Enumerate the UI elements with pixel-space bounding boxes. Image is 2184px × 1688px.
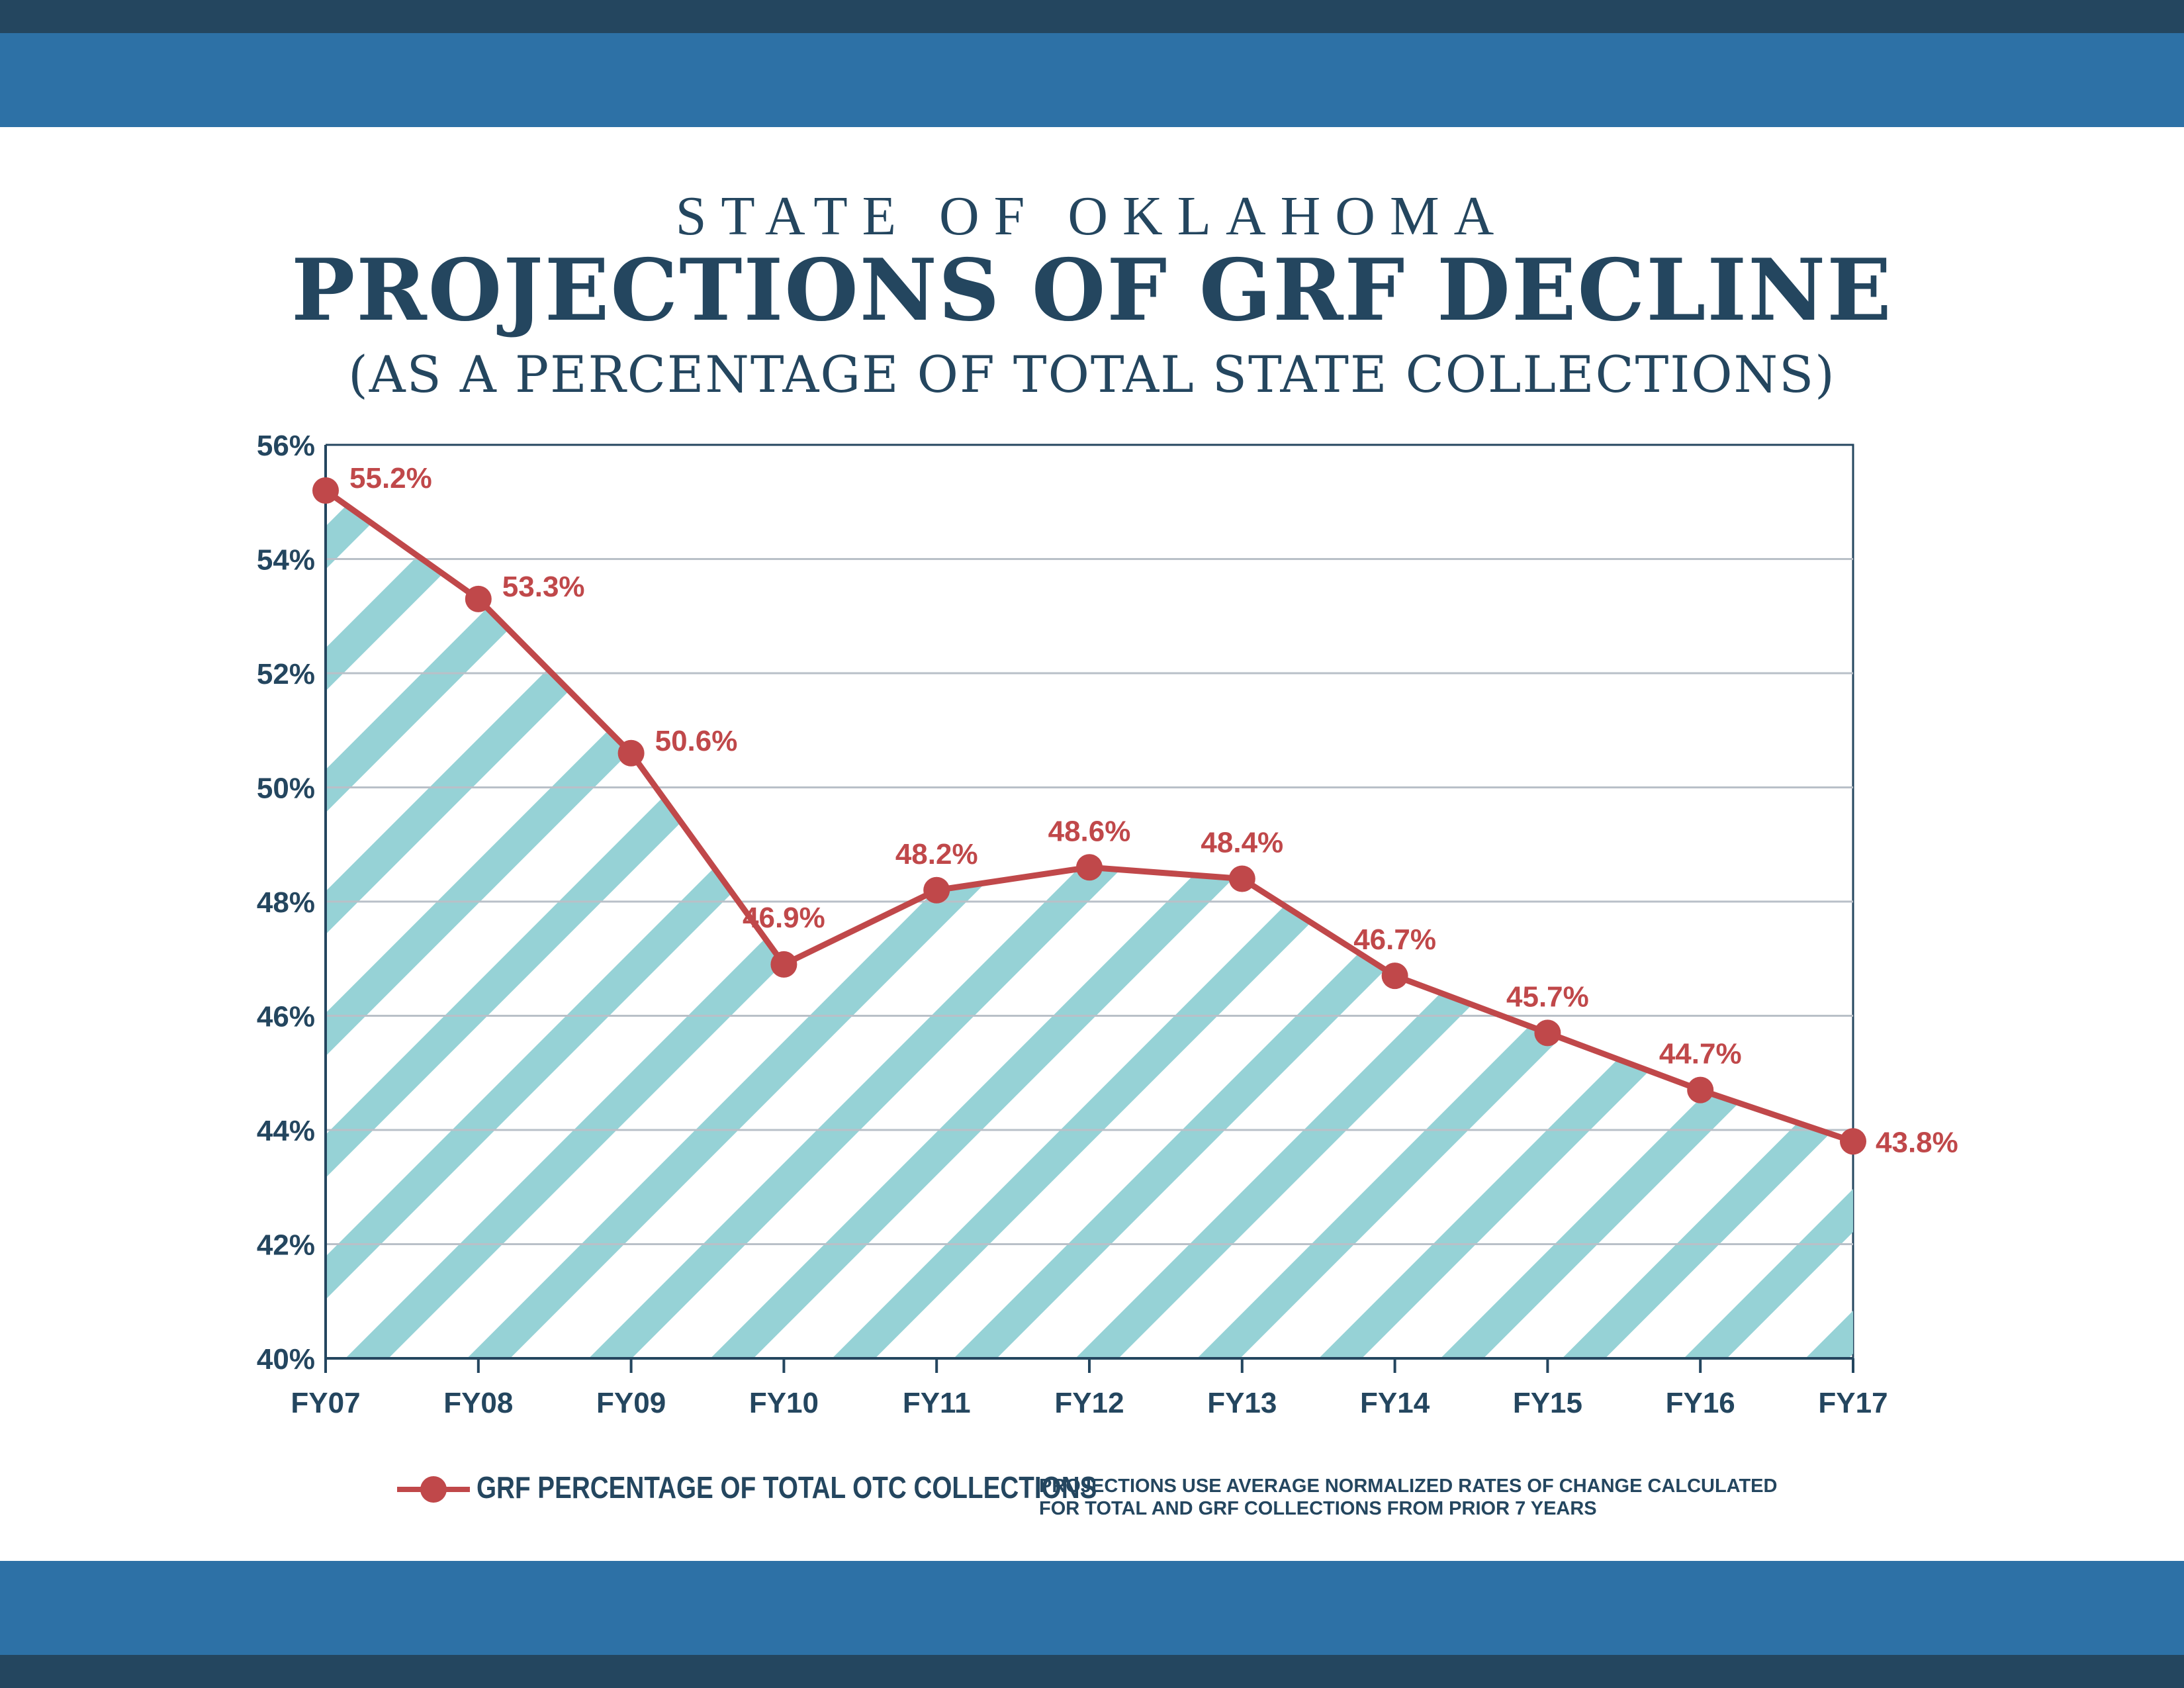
x-tick-label: FY13 (1207, 1387, 1277, 1419)
data-label: 53.3% (502, 571, 585, 603)
area-layer (326, 491, 1853, 1358)
data-label: 48.2% (895, 838, 978, 870)
data-point (1840, 1128, 1866, 1155)
legend-label: GRF PERCENTAGE OF TOTAL OTC COLLECTIONS (477, 1470, 1097, 1505)
x-tick-label: FY11 (903, 1387, 971, 1419)
data-label: 43.8% (1876, 1126, 1958, 1158)
legend-dot (420, 1476, 447, 1503)
bottom-dark-band (0, 1655, 2184, 1688)
y-tick-label: 48% (257, 886, 315, 919)
data-point (1534, 1019, 1561, 1047)
y-tick-label: 54% (257, 544, 315, 577)
y-tick-label: 46% (257, 1001, 315, 1033)
axis-layer: 40% 42% 44% 46% 48% 50% 52% 54% 56% FY07 FY08 FY09 F… (257, 430, 1888, 1419)
plot-frame (326, 444, 1854, 1358)
data-label: 44.7% (1659, 1038, 1742, 1070)
plot-border (326, 444, 1854, 1358)
bottom-blue-band (0, 1561, 2184, 1655)
x-tick-label: FY08 (443, 1387, 513, 1419)
data-label: 45.7% (1506, 980, 1589, 1013)
area-fill (326, 491, 1853, 1358)
x-tick-label: FY12 (1054, 1387, 1124, 1419)
label-layer: 55.2% 53.3% 50.6% 46.9% 48.2% 48.6% 48.4% 46.7%… (349, 462, 1958, 1158)
footnote: PROJECTIONS USE AVERAGE NORMALIZED RATES… (1039, 1475, 1833, 1520)
data-label: 48.6% (1048, 815, 1131, 847)
x-tick-label: FY16 (1666, 1387, 1735, 1419)
top-blue-band (0, 33, 2184, 127)
y-tick-label: 42% (257, 1229, 315, 1262)
data-point (617, 739, 645, 767)
x-tick-label: FY15 (1513, 1387, 1582, 1419)
y-tick-label: 44% (257, 1115, 315, 1147)
y-tick-label: 50% (257, 773, 315, 805)
y-tick-label: 40% (257, 1343, 315, 1376)
x-tick-label: FY07 (291, 1387, 360, 1419)
data-point (1687, 1076, 1714, 1103)
data-point (770, 951, 797, 978)
grid-layer (326, 558, 1853, 1245)
x-tick-label: FY17 (1818, 1387, 1888, 1419)
y-tick-label: 52% (257, 658, 315, 690)
x-tick-label: FY10 (749, 1387, 819, 1419)
chart-supertitle: STATE OF OKLAHOMA (675, 185, 1509, 247)
chart-title: PROJECTIONS OF GRF DECLINE (291, 241, 1893, 340)
top-dark-band (0, 0, 2184, 33)
data-point (923, 876, 950, 904)
data-point (312, 477, 339, 504)
footnote-line-2: FOR TOTAL AND GRF COLLECTIONS FROM PRIOR… (1039, 1498, 1597, 1519)
data-point (465, 585, 492, 612)
chart-subtitle: (AS A PERCENTAGE OF TOTAL STATE COLLECTI… (348, 345, 1836, 404)
data-label: 48.4% (1201, 827, 1283, 859)
data-point (1381, 962, 1408, 990)
legend-line-marker (397, 1476, 470, 1503)
data-label: 46.7% (1353, 923, 1436, 956)
data-label: 46.9% (743, 902, 825, 934)
point-layer (312, 477, 1866, 1155)
x-tick-label: FY14 (1360, 1387, 1430, 1419)
y-tick-label: 56% (257, 430, 315, 462)
data-point (1228, 865, 1255, 892)
data-point (1076, 854, 1103, 881)
data-label: 55.2% (349, 462, 432, 494)
x-tick-label: FY09 (596, 1387, 666, 1419)
data-label: 50.6% (655, 725, 738, 757)
footnote-line-1: PROJECTIONS USE AVERAGE NORMALIZED RATES… (1039, 1476, 1778, 1497)
